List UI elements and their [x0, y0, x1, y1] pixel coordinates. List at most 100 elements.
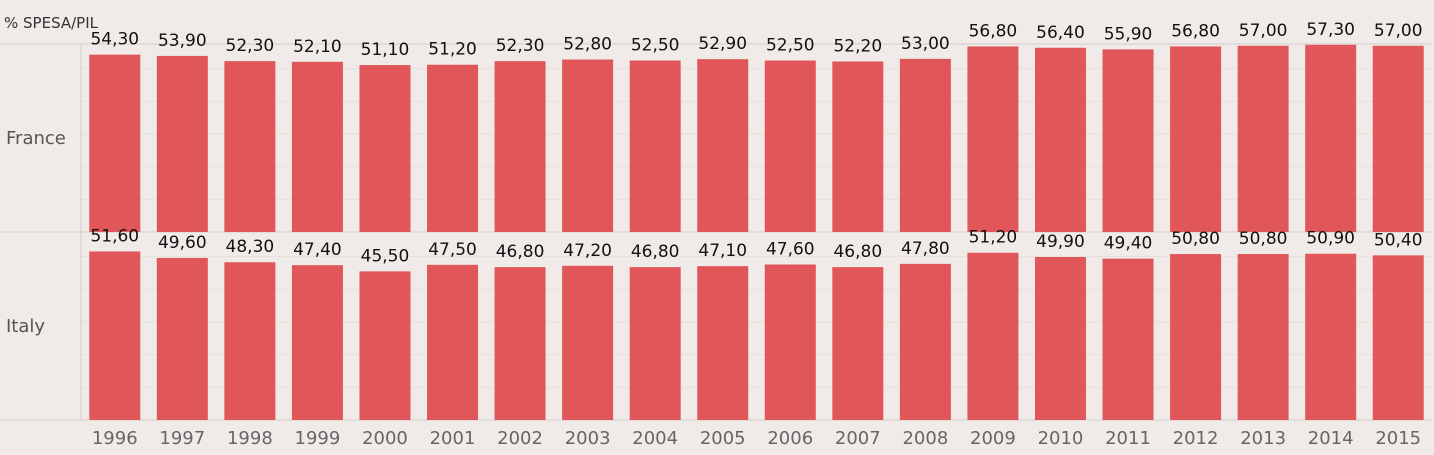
data-label: 56,80 — [969, 21, 1018, 41]
x-axis: 1996 1997 1998 1999 2000 2001 2002 2003 2004 2005… — [92, 428, 1421, 449]
data-label: 51,20 — [428, 40, 477, 60]
data-label: 52,10 — [293, 37, 342, 57]
bar — [359, 65, 411, 232]
bar — [224, 262, 276, 420]
bar — [1305, 44, 1357, 232]
data-label: 47,10 — [698, 241, 747, 261]
data-label: 52,50 — [631, 36, 680, 56]
bar — [1237, 45, 1289, 232]
data-label: 51,10 — [361, 40, 410, 60]
bar — [1305, 253, 1357, 420]
chart-rows: France 54,30 53,90 52,30 52,10 51,10 51,20 52,3… — [6, 20, 1424, 420]
bar — [1102, 258, 1154, 420]
x-tick-label: 2007 — [835, 428, 881, 449]
bar — [1237, 254, 1289, 420]
bar — [291, 61, 343, 232]
data-label: 52,80 — [563, 35, 612, 55]
bar — [427, 264, 479, 420]
bar — [156, 257, 208, 420]
bar — [427, 64, 479, 232]
bar — [832, 267, 884, 420]
x-tick-label: 2011 — [1105, 428, 1151, 449]
bar — [156, 55, 208, 232]
data-label: 49,60 — [158, 233, 207, 253]
bar — [1034, 47, 1086, 233]
bar — [629, 60, 681, 232]
x-tick-label: 2004 — [632, 428, 678, 449]
row-italy: Italy 51,60 49,60 48,30 47,40 45,50 47,50 46,80… — [6, 226, 1424, 420]
data-label: 52,20 — [833, 36, 882, 56]
data-label: 46,80 — [631, 242, 680, 262]
data-label: 49,90 — [1036, 232, 1085, 252]
bar — [629, 267, 681, 420]
data-label: 51,20 — [969, 228, 1018, 248]
data-label: 50,90 — [1306, 229, 1355, 249]
bar — [224, 61, 276, 232]
x-tick-label: 1996 — [92, 428, 138, 449]
data-label: 50,40 — [1374, 230, 1423, 250]
x-tick-label: 2006 — [767, 428, 813, 449]
bar — [967, 46, 1019, 232]
data-label: 45,50 — [361, 246, 410, 266]
bar — [359, 271, 411, 420]
bar — [1170, 46, 1222, 232]
bar — [562, 59, 614, 232]
data-label: 56,80 — [1171, 21, 1220, 41]
bar — [89, 54, 141, 233]
x-tick-label: 2000 — [362, 428, 408, 449]
bar — [494, 61, 546, 232]
data-label: 57,00 — [1239, 21, 1288, 41]
data-label: 47,20 — [563, 241, 612, 261]
bar — [89, 251, 141, 420]
data-label: 50,80 — [1239, 229, 1288, 249]
bar — [1102, 49, 1154, 232]
x-tick-label: 2010 — [1038, 428, 1084, 449]
x-tick-label: 2012 — [1173, 428, 1219, 449]
x-tick-label: 2002 — [497, 428, 543, 449]
bar — [1372, 255, 1424, 420]
x-tick-label: 1998 — [227, 428, 273, 449]
data-label: 55,90 — [1104, 24, 1153, 44]
data-label: 47,80 — [901, 239, 950, 259]
bar — [967, 252, 1019, 420]
data-label: 47,40 — [293, 240, 342, 260]
chart-title: % SPESA/PIL — [4, 14, 99, 32]
bar — [832, 61, 884, 233]
data-label: 46,80 — [496, 242, 545, 262]
row-france: France 54,30 53,90 52,30 52,10 51,10 51,20 52,3… — [6, 20, 1424, 233]
data-label: 52,30 — [226, 36, 275, 56]
bar — [697, 59, 749, 233]
x-tick-label: 2013 — [1240, 428, 1286, 449]
x-tick-label: 2014 — [1308, 428, 1354, 449]
x-tick-label: 1999 — [295, 428, 341, 449]
row-label: France — [6, 128, 66, 149]
bar — [899, 58, 951, 232]
data-label: 51,60 — [90, 226, 139, 246]
bar — [1372, 45, 1424, 232]
data-label: 46,80 — [833, 242, 882, 262]
data-label: 57,00 — [1374, 21, 1423, 41]
x-tick-label: 2005 — [700, 428, 746, 449]
bar — [764, 60, 816, 232]
data-label: 56,40 — [1036, 23, 1085, 43]
data-label: 48,30 — [226, 237, 275, 257]
data-label: 52,50 — [766, 36, 815, 56]
row-label: Italy — [6, 316, 45, 337]
bar — [697, 266, 749, 420]
data-label: 47,60 — [766, 240, 815, 260]
bar — [291, 265, 343, 420]
bar — [562, 265, 614, 420]
bar — [1034, 256, 1086, 420]
data-label: 47,50 — [428, 240, 477, 260]
data-label: 50,80 — [1171, 229, 1220, 249]
bar — [1170, 254, 1222, 420]
x-tick-label: 2001 — [430, 428, 476, 449]
data-label: 52,30 — [496, 36, 545, 56]
gridlines — [81, 68, 1432, 388]
x-tick-label: 2009 — [970, 428, 1016, 449]
bar — [494, 267, 546, 420]
data-label: 57,30 — [1306, 20, 1355, 40]
x-tick-label: 2015 — [1375, 428, 1421, 449]
bar — [899, 263, 951, 420]
